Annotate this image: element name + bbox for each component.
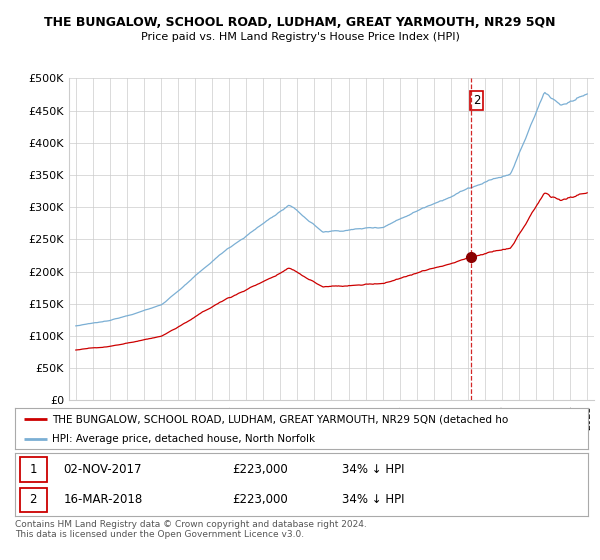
Text: Contains HM Land Registry data © Crown copyright and database right 2024.
This d: Contains HM Land Registry data © Crown c… xyxy=(15,520,367,539)
Text: THE BUNGALOW, SCHOOL ROAD, LUDHAM, GREAT YARMOUTH, NR29 5QN: THE BUNGALOW, SCHOOL ROAD, LUDHAM, GREAT… xyxy=(44,16,556,29)
Text: 2: 2 xyxy=(473,95,481,108)
Text: 2: 2 xyxy=(29,493,37,506)
Text: 34% ↓ HPI: 34% ↓ HPI xyxy=(341,463,404,476)
Text: £223,000: £223,000 xyxy=(233,493,289,506)
Text: 1: 1 xyxy=(29,463,37,476)
Text: HPI: Average price, detached house, North Norfolk: HPI: Average price, detached house, Nort… xyxy=(52,434,316,444)
Text: Price paid vs. HM Land Registry's House Price Index (HPI): Price paid vs. HM Land Registry's House … xyxy=(140,32,460,43)
FancyBboxPatch shape xyxy=(20,488,47,512)
Text: THE BUNGALOW, SCHOOL ROAD, LUDHAM, GREAT YARMOUTH, NR29 5QN (detached ho: THE BUNGALOW, SCHOOL ROAD, LUDHAM, GREAT… xyxy=(52,414,508,424)
FancyBboxPatch shape xyxy=(20,458,47,482)
Text: £223,000: £223,000 xyxy=(233,463,289,476)
Text: 02-NOV-2017: 02-NOV-2017 xyxy=(64,463,142,476)
Text: 16-MAR-2018: 16-MAR-2018 xyxy=(64,493,143,506)
Text: 34% ↓ HPI: 34% ↓ HPI xyxy=(341,493,404,506)
